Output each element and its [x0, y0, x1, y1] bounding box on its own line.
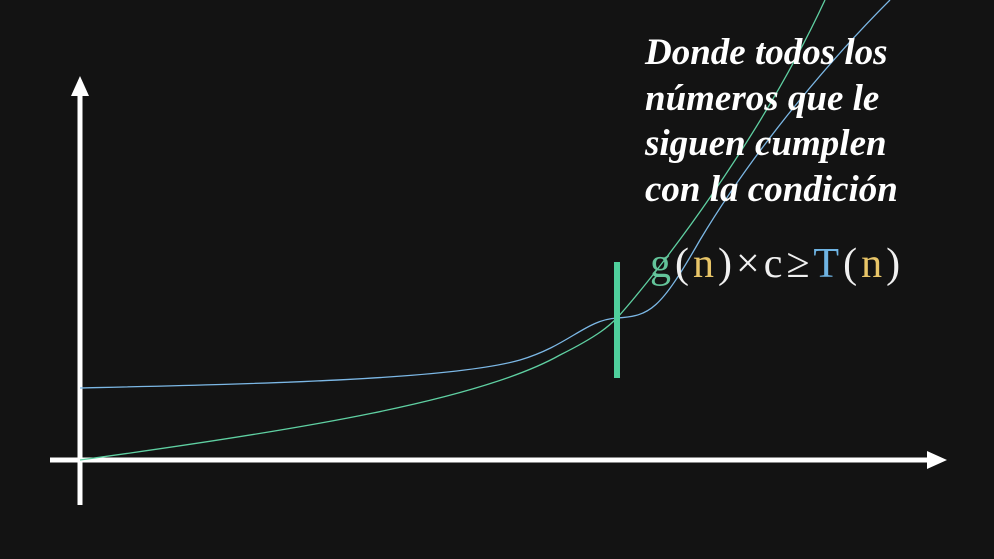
caption-line: números que le — [645, 77, 880, 119]
g-curve — [79, 0, 826, 461]
formula-part: ) — [718, 241, 732, 287]
caption-line: Donde todos los — [645, 32, 888, 73]
formula-part: T — [813, 241, 840, 287]
caption-line: con la condición — [645, 168, 898, 210]
formula-part: ) — [886, 241, 901, 287]
formula-part: × — [736, 241, 760, 287]
formula-part: c — [763, 241, 783, 287]
formula: g(n)×c≥T(n) — [650, 240, 904, 288]
caption-line: siguen cumplen — [645, 123, 887, 164]
threshold-marker — [614, 262, 620, 378]
formula-part: g — [650, 241, 671, 287]
formula-part: ( — [843, 241, 858, 287]
formula-part: ( — [675, 241, 689, 287]
formula-part: n — [693, 241, 714, 287]
caption: Donde todos los números que le siguen cu… — [645, 30, 898, 212]
x-axis-arrow — [927, 451, 947, 469]
formula-part: ≥ — [786, 241, 810, 287]
formula-part: n — [861, 241, 883, 287]
y-axis-arrow — [71, 76, 89, 96]
t-curve — [79, 0, 891, 389]
